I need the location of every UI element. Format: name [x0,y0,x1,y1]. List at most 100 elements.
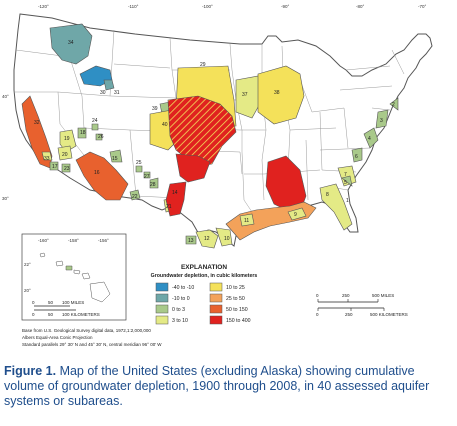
legend-item: 50 to 150 [209,304,248,314]
lon-tick: -100° [202,4,213,9]
caption-text: Map of the United States (excluding Alas… [4,364,430,408]
aquifer-label: 19 [64,136,70,142]
legend: EXPLANATION Groundwater depletion, in cu… [151,264,257,325]
aquifer-5 [341,175,353,187]
inset-lon-tick: -160° [38,238,49,243]
aquifer-8 [319,183,353,231]
inset-scale-km: 50 [48,312,54,317]
main-scale-bar: 0 250 500 MILES 0 250 500 KILOMETERS [316,293,408,317]
aquifer-22 [129,189,141,201]
legend-label: -40 to -10 [172,285,194,291]
inset-lon-tick: -158° [68,238,79,243]
aquifer-label: 5 [344,180,347,186]
aquifer-label: 16 [94,170,100,176]
aquifer-38 [257,65,305,125]
aquifer-label: 25 [136,160,142,166]
scale-km-label: 250 [345,312,353,317]
aquifer-label: 23 [64,166,70,172]
aquifer-label: 11 [244,218,249,224]
figure-caption: Figure 1. Map of the United States (excl… [4,364,450,409]
aquifer-label: 21 [166,204,172,210]
aquifer-label: 40 [162,122,168,128]
aquifer-labels: 34 30 31 29 39 37 38 32 33 40 24 19 18 2… [34,40,395,286]
aquifer-6 [351,147,363,163]
aquifer-label: 26 [98,134,104,140]
lon-tick: -70° [418,4,427,9]
aquifer-18 [77,127,87,139]
aquifer-3 [375,109,389,129]
aquifer-label: 1 [346,198,349,204]
lat-tick: 30° [2,196,9,201]
aquifer-label: 17 [52,164,58,170]
legend-label: 50 to 150 [226,307,248,313]
source-line: Albers Equal-Area Conic Projection [22,335,93,340]
aquifer-12 [195,229,219,249]
legend-label: 3 to 10 [172,318,188,324]
hawaii-inset: -160° -158° -156° 22° 20° 0 50 100 MILES… [21,233,127,321]
inset-scale-km: 100 KILOMETERS [62,312,100,317]
legend-item: -10 to 0 [155,293,190,303]
aquifer-37 [235,75,263,119]
legend-label: 25 to 50 [226,296,245,302]
aquifer-label: 13 [188,238,194,244]
aquifer-label: 29 [200,62,206,68]
lat-tick: 40° [2,94,9,99]
aquifer-20 [57,145,73,161]
aquifer-label: 33 [44,156,50,162]
aquifer-7 [337,165,357,187]
legend-title: EXPLANATION [181,264,227,271]
legend-item: 150 to 400 [209,315,251,325]
inset-scale-miles: 0 [32,300,35,305]
aquifer-33 [41,151,53,161]
lon-tick: -90° [281,4,290,9]
lon-tick: -80° [356,4,365,9]
lon-tick: -120° [38,4,49,9]
aquifer-9 [287,207,307,221]
aquifer-27 [143,171,151,179]
inset-scale-miles: 100 MILES [62,300,84,305]
aquifer-34 [49,23,93,65]
aquifer-label: 7 [344,172,347,178]
aquifer-label: 3 [380,118,383,124]
aquifer-high-plains [167,95,237,167]
aquifer-systems [21,23,399,249]
caption-lead: Figure 1. [4,364,57,378]
aquifer-label: 27 [144,174,150,180]
aquifer-28 [149,177,159,189]
source-note: Base from U.S. Geological Survey digital… [22,328,162,347]
scale-miles-label: 500 MILES [372,293,394,298]
aquifer-26 [95,133,103,141]
inset-lat-tick: 20° [24,288,31,293]
aquifer-13 [185,235,197,245]
aquifer-label: 30 [100,90,106,96]
aquifer-label: 24 [92,118,98,124]
aquifer-23 [61,163,71,173]
aquifer-label: 18 [80,130,86,136]
aquifer-label: 32 [34,120,40,126]
inset-lat-tick: 22° [24,262,31,267]
aquifer-label: 20 [62,152,68,158]
legend-item: -40 to -10 [155,282,194,292]
aquifer-label: 9 [294,212,297,218]
aquifer-31 [103,79,115,91]
aquifer-label: 8 [326,192,329,198]
aquifer-19 [59,129,77,153]
aquifer-label: 6 [355,154,358,160]
aquifer-southern-high-plains [175,153,211,183]
aquifer-label: 4 [368,136,371,142]
legend-item: 0 to 3 [155,304,185,314]
inset-scale-miles: 50 [48,300,54,305]
aquifer-25 [135,165,143,173]
aquifer-label: 10 [224,236,230,242]
aquifer-10 [215,227,233,247]
source-line: Standard parallels 29° 30' N and 45° 30'… [22,342,162,347]
legend-label: 10 to 25 [226,285,245,291]
scale-miles-label: 250 [342,293,350,298]
aquifer-2 [389,97,399,111]
graticule: -120° -110° -100° -90° -80° -70° 40° 30° [2,4,427,201]
aquifer-label: 34 [68,40,74,46]
legend-item: 10 to 25 [209,282,245,292]
aquifer-4 [363,127,379,149]
scale-miles-label: 0 [316,293,319,298]
aquifer-14 [165,181,187,217]
